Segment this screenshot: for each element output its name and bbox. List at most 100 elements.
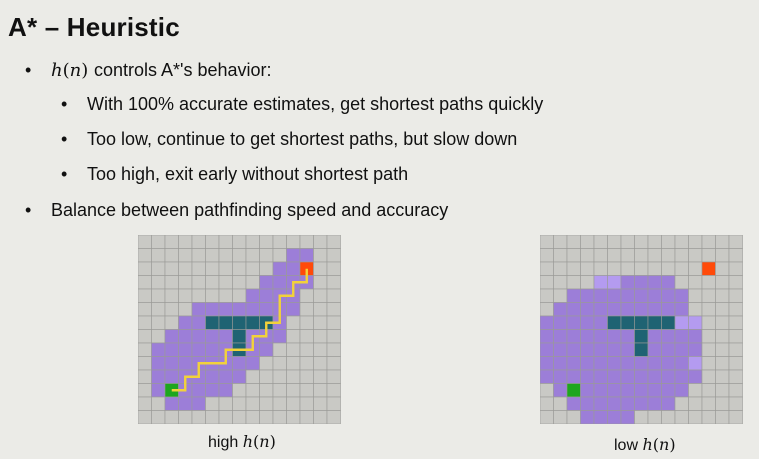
explored-cell xyxy=(286,302,301,317)
explored-cell xyxy=(299,248,314,263)
grid-cell xyxy=(674,248,689,263)
caption-low-heuristic: low h(n) xyxy=(614,435,676,454)
grid-cell xyxy=(688,288,703,303)
grid-cell xyxy=(138,288,152,303)
grid-cell xyxy=(299,329,314,344)
wall-cell xyxy=(232,315,247,330)
grid-cell xyxy=(593,248,608,263)
grid-cell xyxy=(688,302,703,317)
explored-cell xyxy=(566,288,581,303)
grid-cell xyxy=(728,356,743,371)
grid-cell xyxy=(634,248,649,263)
grid-cell xyxy=(326,235,341,249)
grid-cell xyxy=(313,396,328,411)
grid-cell xyxy=(580,235,595,249)
explored-cell xyxy=(232,356,247,371)
grid-cell xyxy=(540,410,554,424)
explored-cell xyxy=(205,369,220,384)
grid-cell xyxy=(205,288,220,303)
grid-cell xyxy=(647,410,662,424)
grid-cell xyxy=(286,329,301,344)
grid-cell xyxy=(272,383,287,398)
grid-cell xyxy=(151,302,166,317)
explored-cell xyxy=(607,383,622,398)
grid-cell xyxy=(286,369,301,384)
explored-cell xyxy=(205,383,220,398)
explored-cell xyxy=(593,396,608,411)
high-heuristic-grid xyxy=(138,235,341,424)
grid-cell xyxy=(566,261,581,276)
explored-cell xyxy=(661,275,676,290)
grid-cell xyxy=(326,329,341,344)
grid-cell xyxy=(674,235,689,249)
grid-cell xyxy=(272,235,287,249)
explored-cell xyxy=(178,356,193,371)
grid-cell xyxy=(566,275,581,290)
grid-cell xyxy=(299,356,314,371)
explored-cell xyxy=(674,356,689,371)
explored-cell xyxy=(674,302,689,317)
grid-cell xyxy=(313,410,328,424)
explored-cell xyxy=(634,396,649,411)
grid-cell xyxy=(553,396,568,411)
explored-cell xyxy=(259,302,274,317)
grid-cell xyxy=(313,302,328,317)
grid-cell xyxy=(138,329,152,344)
grid-cell xyxy=(326,383,341,398)
explored-cell xyxy=(593,383,608,398)
explored-cell xyxy=(674,329,689,344)
explored-cell xyxy=(205,342,220,357)
explored-cell xyxy=(620,383,635,398)
explored-cell xyxy=(647,383,662,398)
explored-cell xyxy=(593,369,608,384)
grid-cell xyxy=(232,410,247,424)
grid-cell xyxy=(580,248,595,263)
explored-cell xyxy=(191,342,206,357)
grid-cell xyxy=(580,275,595,290)
explored-cell xyxy=(164,396,179,411)
start-cell xyxy=(566,383,581,398)
grid-cell xyxy=(259,235,274,249)
explored-cell xyxy=(674,288,689,303)
grid-cell xyxy=(299,302,314,317)
grid-cell xyxy=(688,383,703,398)
grid-cell xyxy=(299,369,314,384)
grid-cell xyxy=(286,383,301,398)
explored-cell xyxy=(634,288,649,303)
grid-cell xyxy=(151,235,166,249)
grid-cell xyxy=(313,275,328,290)
sub-bullet-too-low: • Too low, continue to get shortest path… xyxy=(61,129,518,149)
grid-cell xyxy=(661,235,676,249)
wall-cell xyxy=(634,342,649,357)
bullet-dot: • xyxy=(61,129,68,149)
explored-cell xyxy=(553,342,568,357)
grid-cell xyxy=(138,342,152,357)
grid-cell xyxy=(715,235,730,249)
grid-cell xyxy=(661,248,676,263)
bullet-balance: • Balance between pathfinding speed and … xyxy=(25,200,449,220)
explored-cell xyxy=(647,342,662,357)
explored-cell xyxy=(620,396,635,411)
explored-cell xyxy=(661,288,676,303)
grid-cell xyxy=(620,261,635,276)
explored-cell xyxy=(580,302,595,317)
grid-cell xyxy=(715,342,730,357)
grid-cell xyxy=(299,383,314,398)
explored-cell xyxy=(620,342,635,357)
frontier-cell xyxy=(688,315,703,330)
explored-cell xyxy=(566,315,581,330)
explored-cell xyxy=(688,329,703,344)
grid-cell xyxy=(313,329,328,344)
grid-cell xyxy=(313,342,328,357)
grid-cell xyxy=(553,288,568,303)
grid-cell xyxy=(191,288,206,303)
frontier-cell xyxy=(607,275,622,290)
explored-cell xyxy=(245,356,260,371)
grid-cell xyxy=(701,383,716,398)
grid-cell xyxy=(259,396,274,411)
explored-cell xyxy=(553,369,568,384)
grid-cell xyxy=(232,275,247,290)
bullet-dot: • xyxy=(25,60,32,80)
explored-cell xyxy=(661,356,676,371)
grid-cell xyxy=(715,248,730,263)
